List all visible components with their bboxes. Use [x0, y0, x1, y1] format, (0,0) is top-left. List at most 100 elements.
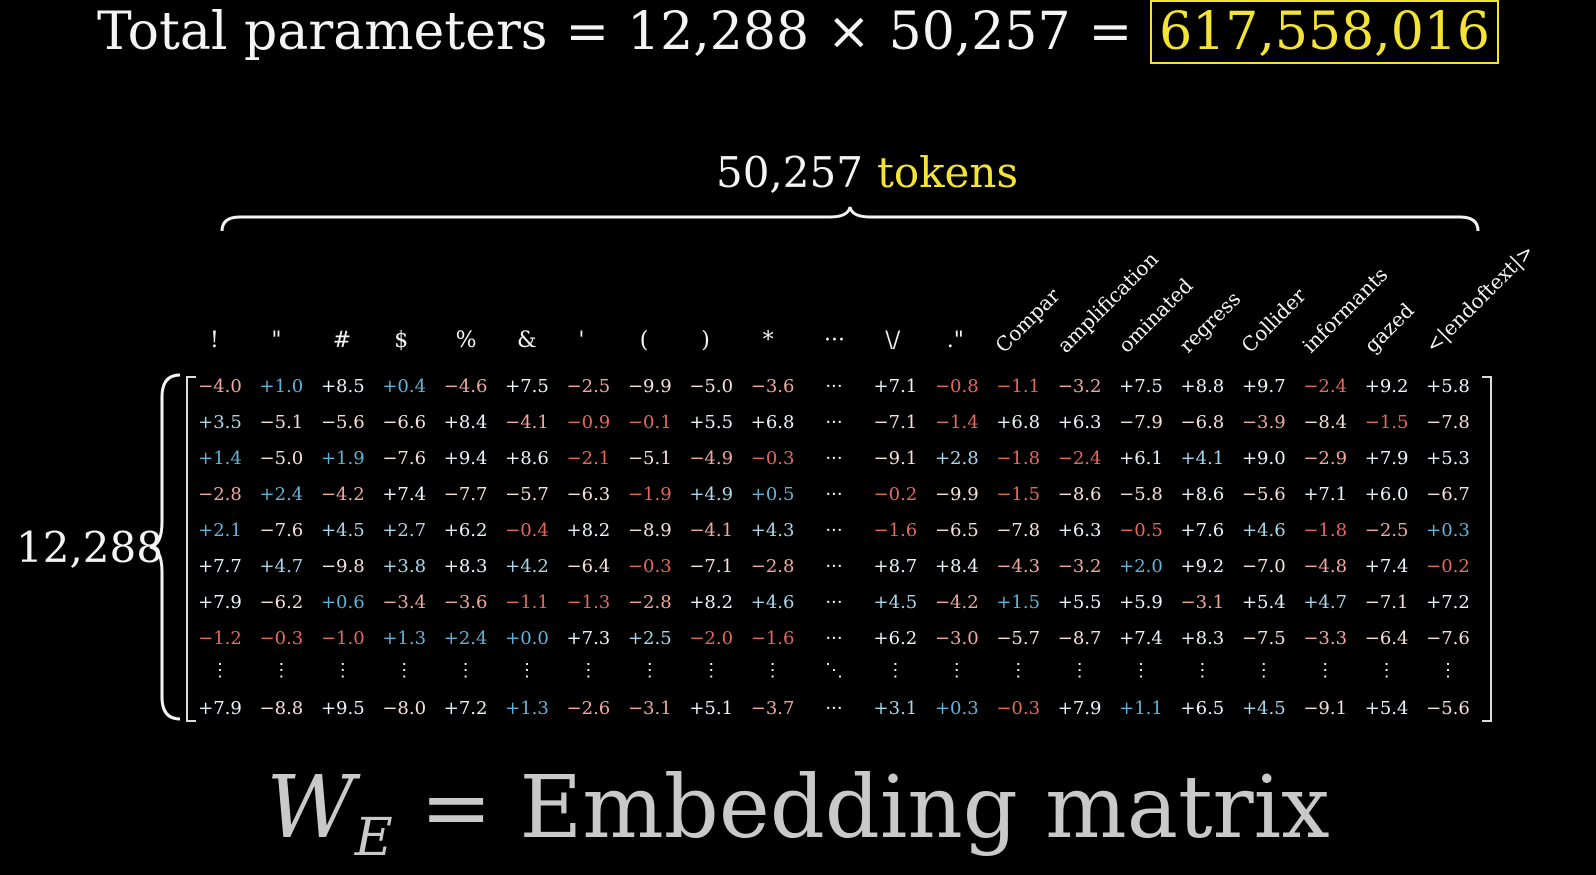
matrix-cell: +8.5	[320, 376, 365, 397]
matrix-cell: −7.1	[689, 556, 734, 577]
matrix-cell: −7.1	[1364, 592, 1409, 613]
matrix-cell: +7.2	[443, 698, 488, 719]
matrix-ellipsis: ⋮	[763, 660, 782, 681]
matrix-cell: +6.1	[1119, 448, 1163, 469]
matrix-ellipsis: ···	[825, 592, 843, 613]
matrix-cell: −2.8	[750, 556, 795, 577]
matrix-cell: −1.5	[996, 484, 1041, 505]
matrix-cell: −0.3	[627, 556, 672, 577]
matrix-cell: −1.6	[873, 520, 918, 541]
matrix-symbol: W	[266, 758, 355, 858]
column-label: !	[210, 328, 219, 353]
matrix-left-bracket	[186, 376, 196, 722]
total-parameters-equation: Total parameters = 12,288 × 50,257 = 617,558,0…	[0, 0, 1596, 64]
matrix-cell: +7.3	[566, 628, 611, 649]
matrix-ellipsis: ···	[825, 698, 843, 719]
matrix-cell: +6.3	[1057, 412, 1102, 433]
matrix-cell: −2.5	[566, 376, 611, 397]
matrix-cell: −0.5	[1119, 520, 1163, 541]
matrix-ellipsis: ⋮	[395, 660, 414, 681]
matrix-cell: −3.0	[934, 628, 979, 649]
matrix-cell: +8.6	[505, 448, 549, 469]
tokens-count: 50,257	[715, 148, 863, 197]
matrix-cell: +8.3	[1180, 628, 1225, 649]
matrix-cell: +4.3	[750, 520, 795, 541]
matrix-ellipsis: ⋮	[1316, 660, 1335, 681]
matrix-cell: +8.4	[934, 556, 979, 577]
matrix-cell: +0.0	[505, 628, 549, 649]
matrix-cell: −3.9	[1241, 412, 1286, 433]
matrix-cell: +7.1	[873, 376, 918, 397]
matrix-cell: +7.4	[1364, 556, 1409, 577]
matrix-cell: +8.2	[689, 592, 734, 613]
matrix-cell: +7.4	[1119, 628, 1163, 649]
matrix-cell: −0.3	[996, 698, 1041, 719]
matrix-cell: −0.4	[505, 520, 549, 541]
matrix-cell: +1.1	[1119, 698, 1163, 719]
matrix-cell: −2.5	[1364, 520, 1409, 541]
matrix-cell: +0.3	[934, 698, 979, 719]
matrix-cell: +8.8	[1180, 376, 1225, 397]
tokens-header: 50,257 tokens	[0, 148, 1596, 197]
matrix-cell: +7.6	[1180, 520, 1225, 541]
matrix-cell: −2.0	[689, 628, 734, 649]
matrix-cell: −4.2	[934, 592, 979, 613]
matrix-cell: +2.7	[382, 520, 427, 541]
matrix-cell: +5.9	[1119, 592, 1163, 613]
matrix-cell: −1.3	[566, 592, 611, 613]
matrix-cell: +7.9	[198, 592, 242, 613]
matrix-cell: +4.7	[259, 556, 304, 577]
matrix-symbol-subscript: E	[354, 808, 393, 869]
matrix-cell: −1.4	[934, 412, 979, 433]
matrix-cell: +7.4	[382, 484, 427, 505]
matrix-cell: +0.4	[382, 376, 427, 397]
matrix-cell: −5.0	[689, 376, 734, 397]
matrix-cell: +1.3	[505, 698, 549, 719]
tokens-word: tokens	[876, 148, 1019, 197]
matrix-cell: +0.6	[320, 592, 365, 613]
matrix-cell: +6.5	[1180, 698, 1225, 719]
matrix-cell: +5.1	[689, 698, 734, 719]
matrix-ellipsis: ···	[825, 628, 843, 649]
matrix-cell: −4.1	[505, 412, 549, 433]
matrix-cell: −4.0	[198, 376, 242, 397]
matrix-ellipsis: ⋮	[1132, 660, 1150, 681]
matrix-cell: −0.8	[934, 376, 979, 397]
matrix-cell: −7.6	[259, 520, 304, 541]
matrix-cell: −7.9	[1119, 412, 1163, 433]
matrix-cell: +9.2	[1180, 556, 1225, 577]
matrix-ellipsis: ⋮	[1070, 660, 1089, 681]
matrix-cell: −4.1	[689, 520, 734, 541]
matrix-ellipsis: ⋱	[825, 660, 843, 681]
matrix-cell: −5.1	[627, 448, 672, 469]
matrix-cell: +7.1	[1303, 484, 1348, 505]
matrix-cell: +8.4	[443, 412, 488, 433]
matrix-ellipsis: ···	[825, 484, 843, 505]
matrix-ellipsis: ⋮	[1439, 660, 1457, 681]
matrix-cell: +7.9	[1364, 448, 1409, 469]
matrix-cell: −6.6	[382, 412, 427, 433]
equals-sign: =	[565, 2, 610, 62]
matrix-cell: −7.6	[382, 448, 427, 469]
matrix-cell: −3.1	[1180, 592, 1225, 613]
top-curly-brace	[220, 206, 1480, 232]
matrix-right-bracket	[1482, 376, 1492, 722]
matrix-cell: +2.1	[198, 520, 242, 541]
matrix-cell: −1.0	[320, 628, 365, 649]
matrix-cell: +3.5	[198, 412, 242, 433]
matrix-ellipsis: ⋮	[947, 660, 966, 681]
matrix-cell: −6.4	[1364, 628, 1409, 649]
matrix-cell: −2.4	[1303, 376, 1348, 397]
matrix-cell: −4.6	[443, 376, 488, 397]
matrix-cell: −5.0	[259, 448, 304, 469]
matrix-cell: −0.9	[566, 412, 611, 433]
matrix-cell: +4.9	[689, 484, 734, 505]
matrix-cell: −1.2	[198, 628, 242, 649]
matrix-cell: −5.8	[1119, 484, 1163, 505]
matrix-cell: −6.3	[566, 484, 611, 505]
matrix-cell: −8.0	[382, 698, 427, 719]
matrix-cell: +7.2	[1426, 592, 1470, 613]
matrix-cell: −7.5	[1241, 628, 1286, 649]
column-label: "	[271, 328, 282, 353]
column-label: <|endoftext|>	[1420, 239, 1539, 358]
